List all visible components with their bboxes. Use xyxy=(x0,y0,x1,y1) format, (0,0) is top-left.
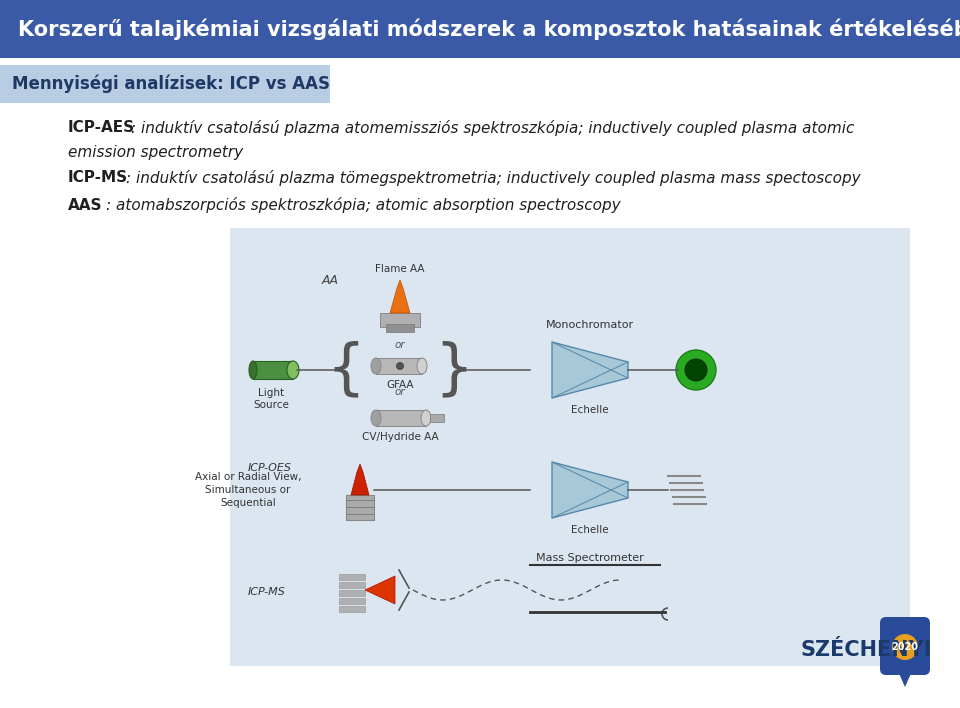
Text: : induktív csatolású plazma tömegspektrometria; inductively coupled plasma mass : : induktív csatolású plazma tömegspektro… xyxy=(126,170,860,186)
Bar xyxy=(346,495,374,520)
Text: Echelle: Echelle xyxy=(571,525,609,535)
Text: Echelle: Echelle xyxy=(571,405,609,415)
Text: GFAA: GFAA xyxy=(386,380,414,390)
Text: Mennyiségi analízisek: ICP vs AAS: Mennyiségi analízisek: ICP vs AAS xyxy=(12,75,330,93)
Text: ICP-AES: ICP-AES xyxy=(68,120,135,135)
Text: CV/Hydride AA: CV/Hydride AA xyxy=(362,432,439,442)
Circle shape xyxy=(685,359,707,381)
Bar xyxy=(339,598,365,604)
Ellipse shape xyxy=(249,361,257,379)
Text: SZÉCHENYI: SZÉCHENYI xyxy=(800,640,931,660)
Bar xyxy=(380,313,420,327)
Polygon shape xyxy=(897,669,913,687)
Circle shape xyxy=(892,634,918,660)
Text: : induktív csatolású plazma atomemissziós spektroszkópia; inductively coupled pl: : induktív csatolású plazma atomemisszió… xyxy=(131,120,854,136)
Bar xyxy=(253,361,293,379)
Bar xyxy=(339,590,365,596)
Bar xyxy=(339,606,365,612)
Text: Light
Source: Light Source xyxy=(253,388,289,410)
Bar xyxy=(230,228,910,666)
Bar xyxy=(0,65,330,103)
Text: Korszerű talajkémiai vizsgálati módszerek a komposztok hatásainak értékelésében: Korszerű talajkémiai vizsgálati módszere… xyxy=(18,18,960,40)
Ellipse shape xyxy=(287,361,299,379)
Bar xyxy=(339,582,365,588)
Polygon shape xyxy=(351,464,369,495)
Text: }: } xyxy=(435,341,473,399)
Text: Mass Spectrometer: Mass Spectrometer xyxy=(536,553,644,563)
Circle shape xyxy=(676,350,716,390)
Text: Monochromator: Monochromator xyxy=(546,320,634,330)
Text: emission spectrometry: emission spectrometry xyxy=(68,144,243,159)
Text: ICP-OES: ICP-OES xyxy=(248,463,292,473)
Text: : atomabszorpciós spektroszkópia; atomic absorption spectroscopy: : atomabszorpciós spektroszkópia; atomic… xyxy=(106,197,620,213)
Circle shape xyxy=(396,362,403,370)
Text: ICP-MS: ICP-MS xyxy=(68,171,128,185)
Text: AAS: AAS xyxy=(68,198,103,212)
Text: Axial or Radial View,
Simultaneous or
Sequential: Axial or Radial View, Simultaneous or Se… xyxy=(195,472,301,508)
Ellipse shape xyxy=(371,358,381,374)
Polygon shape xyxy=(552,342,628,398)
Text: Flame AA: Flame AA xyxy=(375,264,424,274)
Text: 2020: 2020 xyxy=(892,642,919,652)
FancyBboxPatch shape xyxy=(880,617,930,675)
Ellipse shape xyxy=(417,358,427,374)
Bar xyxy=(386,324,414,332)
Bar xyxy=(376,358,422,374)
Polygon shape xyxy=(390,280,410,313)
Text: or: or xyxy=(395,387,405,397)
Ellipse shape xyxy=(421,410,431,426)
Text: or: or xyxy=(395,340,405,350)
Bar xyxy=(0,0,960,58)
Text: ICP-MS: ICP-MS xyxy=(248,587,286,597)
Polygon shape xyxy=(552,462,628,518)
Bar xyxy=(376,410,426,426)
Bar xyxy=(339,574,365,580)
Bar xyxy=(430,414,444,422)
Text: {: { xyxy=(326,341,366,399)
Ellipse shape xyxy=(371,410,381,426)
Polygon shape xyxy=(365,576,395,604)
Text: AA: AA xyxy=(322,273,339,287)
